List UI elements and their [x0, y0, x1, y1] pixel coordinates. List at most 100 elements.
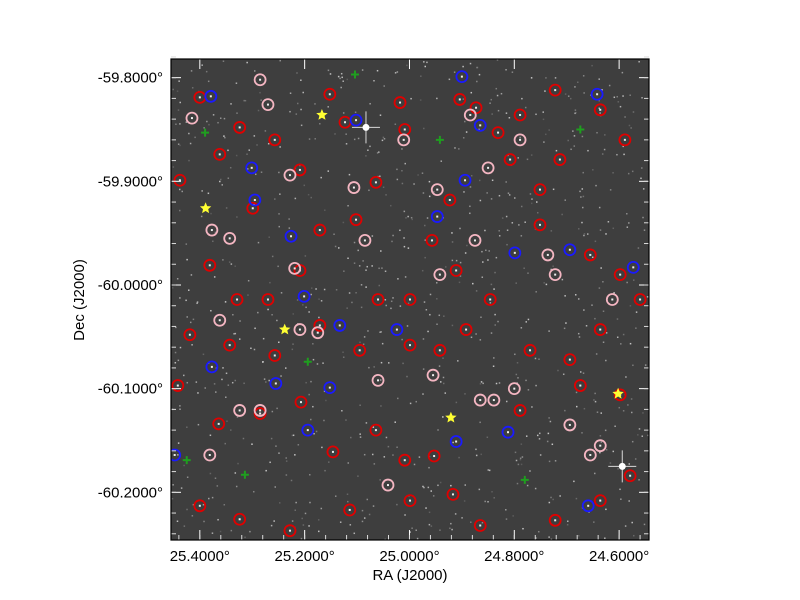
noise-speck: [582, 171, 584, 174]
noise-speck: [351, 301, 353, 304]
noise-speck: [279, 59, 281, 62]
noise-speck: [436, 97, 438, 100]
noise-speck: [225, 396, 227, 398]
noise-speck: [626, 212, 628, 215]
noise-speck: [549, 420, 552, 423]
noise-speck: [322, 362, 324, 364]
noise-speck: [317, 530, 320, 533]
red-circle-marker: [523, 343, 537, 357]
noise-speck: [595, 184, 597, 187]
noise-speck: [221, 184, 223, 186]
source-dot: [251, 207, 254, 210]
green-plus-marker: [435, 135, 444, 144]
noise-speck: [545, 283, 548, 286]
source-dot: [611, 298, 614, 301]
noise-speck: [380, 331, 382, 333]
blue-circle-marker: [449, 435, 463, 448]
source-dot: [208, 453, 211, 456]
noise-speck: [642, 188, 645, 190]
noise-speck: [573, 480, 575, 483]
noise-speck: [582, 195, 585, 198]
noise-speck: [296, 299, 299, 301]
noise-speck: [318, 316, 320, 319]
noise-speck: [280, 375, 282, 377]
pink-circle-marker: [213, 313, 227, 327]
noise-speck: [347, 204, 349, 207]
noise-speck: [206, 120, 208, 123]
source-dot: [259, 409, 262, 412]
noise-speck: [424, 224, 426, 227]
yellow-star-marker: [316, 109, 328, 120]
noise-speck: [378, 151, 380, 153]
noise-speck: [424, 65, 427, 68]
noise-speck: [288, 227, 291, 229]
noise-speck: [525, 321, 528, 323]
noise-speck: [439, 529, 441, 531]
red-circle-marker: [553, 153, 567, 166]
noise-speck: [222, 367, 224, 369]
noise-speck: [234, 265, 236, 267]
noise-speck: [310, 196, 312, 199]
noise-speck: [235, 82, 238, 84]
noise-speck: [436, 298, 438, 300]
noise-speck: [186, 508, 188, 511]
green-plus-marker: [201, 128, 210, 137]
noise-speck: [478, 488, 481, 491]
noise-speck: [280, 292, 283, 294]
noise-speck: [350, 436, 352, 439]
red-circle-marker: [613, 388, 627, 402]
source-dot: [188, 333, 191, 336]
noise-speck: [561, 213, 563, 216]
noise-speck: [429, 293, 432, 296]
red-circle-marker: [261, 293, 275, 306]
source-dot: [623, 138, 626, 141]
noise-speck: [179, 405, 181, 407]
pink-circle-marker: [468, 234, 482, 247]
noise-speck: [641, 435, 644, 437]
noise-speck: [265, 381, 267, 383]
red-circle-marker: [573, 379, 587, 392]
source-dot: [328, 386, 331, 389]
noise-speck: [223, 503, 226, 506]
noise-speck: [567, 95, 570, 97]
source-dot: [363, 239, 366, 242]
noise-speck: [514, 353, 516, 356]
noise-speck: [348, 173, 351, 176]
noise-speck: [345, 143, 348, 145]
noise-speck: [226, 420, 228, 422]
source-dot: [331, 450, 334, 453]
red-circle-marker: [353, 343, 367, 357]
noise-speck: [200, 215, 203, 218]
noise-speck: [384, 299, 387, 301]
noise-speck: [594, 240, 597, 243]
noise-speck: [353, 532, 356, 535]
noise-speck: [442, 357, 444, 359]
noise-speck: [614, 425, 616, 428]
noise-speck: [418, 456, 421, 458]
noise-speck: [381, 267, 383, 269]
red-circle-marker: [483, 293, 497, 306]
noise-speck: [195, 381, 198, 383]
noise-speck: [321, 446, 323, 449]
noise-speck: [428, 466, 430, 469]
x-tick-label: 25.4000°: [170, 548, 230, 565]
noise-speck: [217, 121, 219, 124]
noise-speck: [183, 464, 185, 467]
noise-speck: [635, 327, 637, 329]
source-dot: [338, 324, 341, 327]
red-circle-marker: [473, 519, 487, 532]
noise-speck: [178, 80, 180, 82]
blue-circle-marker: [171, 448, 182, 462]
noise-speck: [621, 71, 624, 74]
plot-frame: [170, 58, 650, 541]
noise-speck: [209, 434, 212, 437]
noise-speck: [197, 423, 200, 426]
noise-speck: [278, 225, 280, 228]
noise-speck: [190, 70, 193, 72]
noise-speck: [478, 73, 481, 76]
source-dot: [479, 124, 482, 127]
noise-speck: [317, 519, 320, 521]
noise-speck: [340, 86, 342, 89]
source-dot: [173, 453, 176, 456]
noise-speck: [207, 80, 210, 83]
